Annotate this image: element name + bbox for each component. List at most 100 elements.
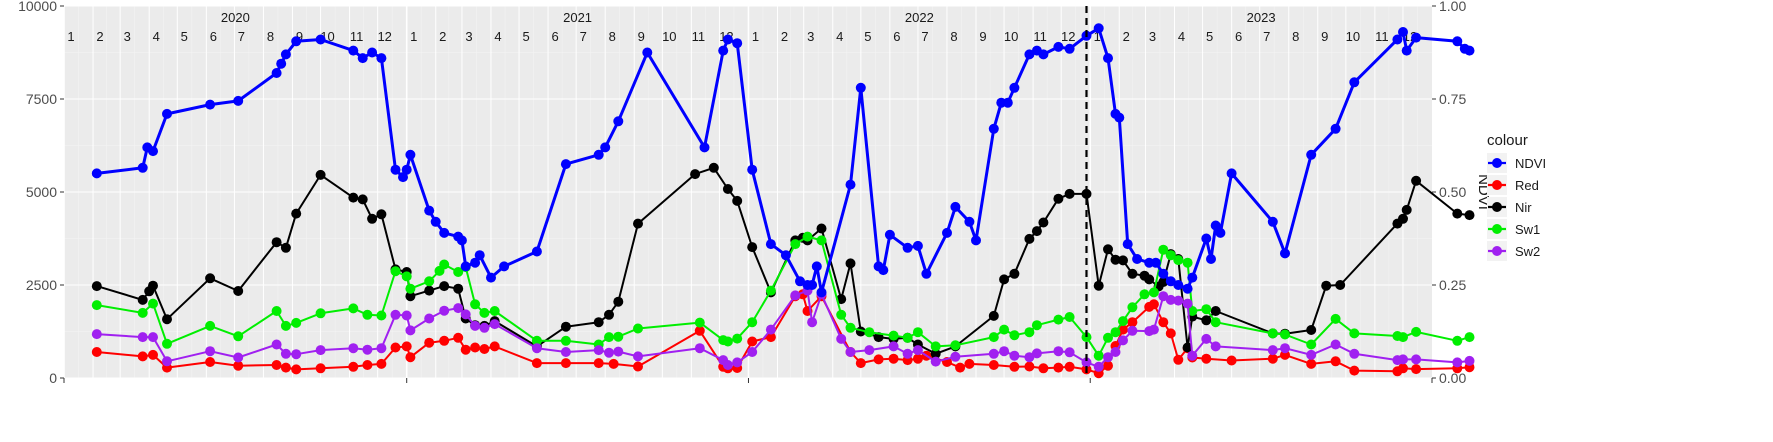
data-point-nir [816, 223, 827, 234]
month-label: 8 [950, 29, 957, 44]
data-point-sw1 [280, 320, 291, 331]
data-point-ndvi [1215, 227, 1226, 238]
data-point-ndvi [367, 47, 378, 58]
data-point-sw2 [1158, 291, 1169, 302]
right-tick-label: 1.00 [1439, 0, 1466, 14]
data-point-red [964, 358, 975, 369]
left-tick-label: 2500 [26, 277, 57, 293]
year-label: 2021 [563, 10, 592, 25]
data-point-nir [1064, 188, 1075, 199]
data-point-sw2 [1187, 350, 1198, 361]
data-point-ndvi [357, 53, 368, 64]
legend-label: Nir [1515, 200, 1532, 215]
data-point-red [593, 358, 604, 369]
data-point-ndvi [1173, 280, 1184, 290]
data-point-red [1173, 354, 1184, 365]
month-label: 1 [410, 29, 417, 44]
month-label: 1 [752, 29, 759, 44]
left-tick-label: 10000 [18, 0, 57, 14]
data-point-nir [747, 242, 758, 253]
month-label: 2 [439, 29, 446, 44]
data-point-sw2 [1064, 347, 1075, 358]
series-sw2 [91, 285, 1475, 372]
data-point-nir [1306, 325, 1317, 335]
data-point-ndvi [1122, 239, 1133, 250]
data-point-nir [405, 291, 416, 302]
data-point-red [633, 361, 643, 372]
data-point-nir [1053, 193, 1064, 204]
data-point-nir [357, 194, 368, 205]
data-point-nir [930, 348, 941, 359]
data-point-sw2 [747, 347, 758, 357]
data-point-ndvi [439, 227, 450, 238]
data-point-ndvi [971, 235, 981, 246]
month-label: 10 [662, 29, 676, 44]
grid-major [63, 5, 1432, 379]
data-point-ndvi [1452, 36, 1463, 47]
data-point-sw1 [902, 332, 913, 343]
data-point-ndvi [1349, 77, 1360, 88]
data-point-ndvi [1280, 248, 1290, 259]
month-label: 3 [1149, 29, 1156, 44]
data-point-sw2 [902, 348, 913, 359]
data-point-nir [367, 213, 378, 224]
data-point-sw1 [376, 310, 387, 321]
data-point-sw2 [560, 347, 571, 357]
data-point-nir [453, 283, 464, 294]
data-point-sw1 [390, 266, 401, 277]
month-label: 4 [836, 29, 843, 44]
data-point-red [1024, 361, 1035, 372]
data-point-ndvi [921, 268, 932, 279]
data-point-sw1 [888, 330, 899, 341]
data-point-nir [1038, 217, 1049, 228]
data-point-sw1 [405, 283, 416, 294]
data-point-sw2 [1093, 361, 1104, 372]
month-label: 11 [1375, 29, 1389, 44]
data-point-sw2 [470, 320, 481, 331]
data-point-ndvi [845, 179, 856, 190]
data-point-sw2 [291, 349, 302, 360]
data-point-red [531, 358, 542, 369]
data-point-sw2 [148, 332, 158, 343]
data-point-sw2 [732, 357, 743, 368]
right-tick-label: 0.75 [1439, 91, 1466, 107]
data-point-red [873, 354, 884, 365]
data-point-ndvi [430, 216, 441, 227]
data-point-sw1 [732, 333, 743, 344]
legend-item-sw2: Sw2 [1487, 241, 1540, 261]
data-point-sw1 [439, 259, 450, 270]
month-label: 7 [238, 29, 245, 44]
data-point-nir [1411, 175, 1422, 186]
data-point-ndvi [460, 261, 471, 272]
data-point-ndvi [795, 276, 805, 287]
data-point-nir [1398, 213, 1408, 224]
data-point-ndvi [1002, 97, 1013, 108]
data-point-red [1053, 362, 1064, 373]
data-point-nir [1009, 268, 1020, 279]
data-point-sw1 [1053, 314, 1064, 325]
data-point-red [479, 344, 490, 354]
data-point-ndvi [811, 261, 822, 272]
data-point-ndvi [1330, 123, 1341, 134]
data-point-ndvi [405, 149, 416, 160]
data-point-ndvi [816, 287, 827, 298]
data-point-red [855, 358, 866, 369]
data-point-sw1 [1103, 332, 1113, 343]
data-point-sw2 [1464, 355, 1475, 366]
data-point-nir [315, 169, 326, 180]
data-point-ndvi [878, 265, 889, 276]
data-point-red [148, 349, 158, 360]
data-point-sw1 [1306, 339, 1317, 350]
data-point-nir [593, 317, 604, 328]
data-point-ndvi [1038, 49, 1049, 60]
data-point-ndvi [988, 123, 999, 134]
data-point-sw1 [453, 267, 464, 277]
legend-key-dot [1492, 202, 1502, 212]
data-point-sw2 [271, 339, 282, 350]
data-point-ndvi [499, 261, 510, 272]
data-point-sw1 [348, 303, 359, 314]
data-point-nir [613, 296, 624, 307]
data-point-red [137, 351, 148, 362]
data-point-nir [1335, 280, 1346, 290]
